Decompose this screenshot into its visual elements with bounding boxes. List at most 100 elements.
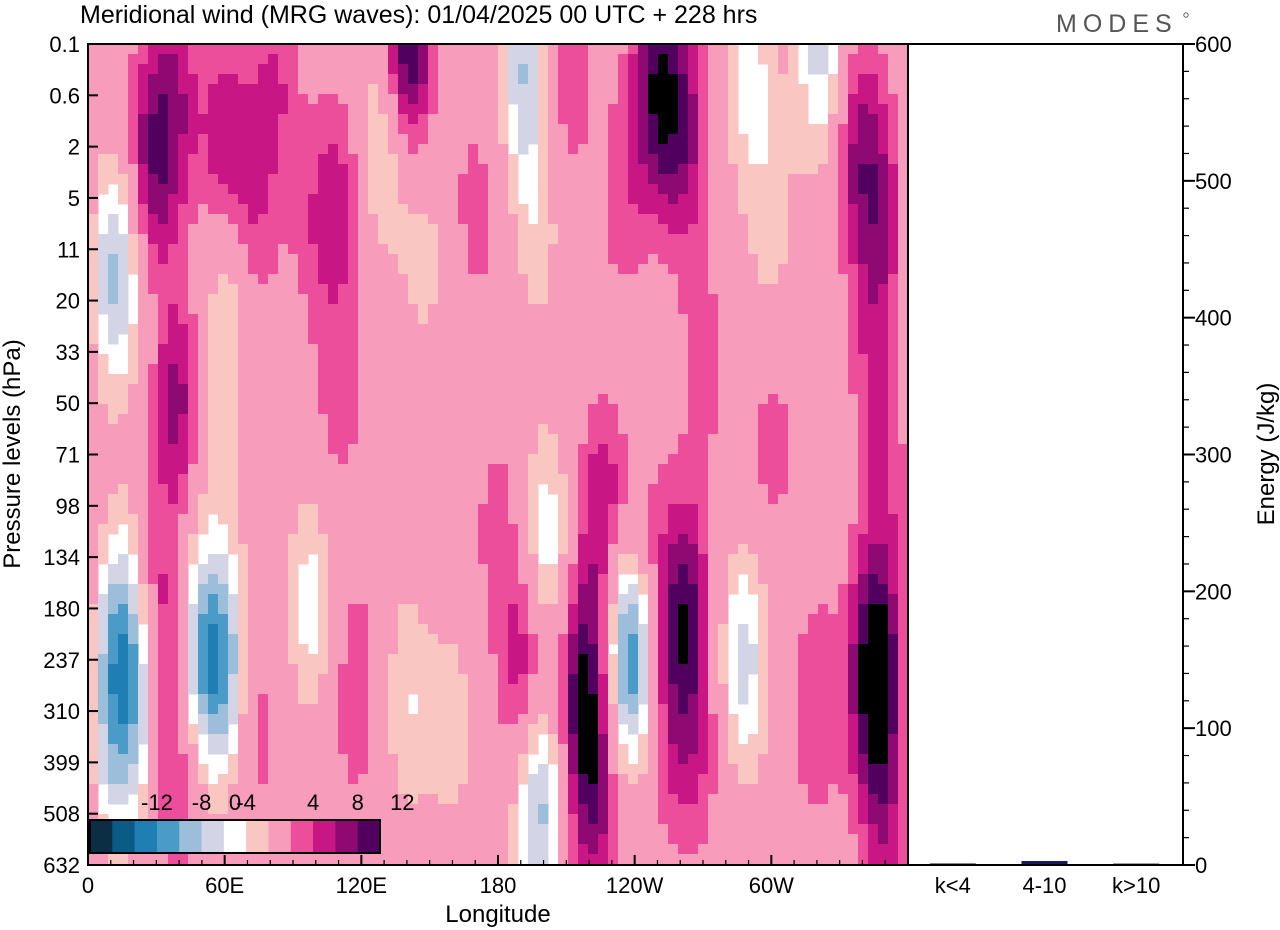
field-cell: [398, 94, 409, 105]
field-cell: [728, 394, 739, 405]
field-cell: [128, 614, 139, 625]
field-cell: [578, 644, 589, 655]
field-cell: [328, 354, 339, 365]
field-cell: [598, 484, 609, 495]
field-cell: [348, 424, 359, 435]
field-cell: [178, 604, 189, 615]
field-cell: [748, 454, 759, 465]
field-cell: [238, 154, 249, 165]
field-cell: [478, 624, 489, 635]
field-cell: [398, 614, 409, 625]
field-cell: [378, 114, 389, 125]
field-cell: [268, 594, 279, 605]
field-cell: [238, 634, 249, 645]
field-cell: [378, 604, 389, 615]
field-cell: [668, 454, 679, 465]
field-cell: [158, 164, 169, 175]
field-cell: [548, 174, 559, 185]
field-cell: [358, 264, 369, 275]
field-cell: [308, 544, 319, 555]
field-cell: [288, 584, 299, 595]
field-cell: [748, 424, 759, 435]
field-cell: [178, 104, 189, 115]
field-cell: [208, 434, 219, 445]
field-cell: [388, 314, 399, 325]
field-cell: [728, 474, 739, 485]
field-cell: [578, 464, 589, 475]
field-cell: [888, 104, 899, 115]
field-cell: [788, 644, 799, 655]
field-cell: [758, 284, 769, 295]
field-cell: [768, 394, 779, 405]
field-cell: [238, 124, 249, 135]
field-cell: [148, 294, 159, 305]
field-cell: [848, 384, 859, 395]
field-cell: [338, 454, 349, 465]
field-cell: [178, 644, 189, 655]
field-cell: [268, 324, 279, 335]
field-cell: [318, 544, 329, 555]
field-cell: [468, 544, 479, 555]
field-cell: [618, 164, 629, 175]
field-cell: [488, 284, 499, 295]
field-cell: [168, 314, 179, 325]
field-cell: [798, 94, 809, 105]
field-cell: [358, 144, 369, 155]
field-cell: [888, 314, 899, 325]
field-cell: [368, 174, 379, 185]
field-cell: [368, 324, 379, 335]
field-cell: [298, 644, 309, 655]
field-cell: [818, 564, 829, 575]
field-cell: [768, 554, 779, 565]
field-cell: [168, 454, 179, 465]
field-cell: [588, 374, 599, 385]
field-cell: [538, 344, 549, 355]
field-cell: [108, 644, 119, 655]
registered-mark-icon: [1183, 12, 1189, 18]
field-cell: [238, 54, 249, 65]
field-cell: [868, 364, 879, 375]
field-cell: [458, 184, 469, 195]
field-cell: [428, 274, 439, 285]
field-cell: [688, 444, 699, 455]
field-cell: [438, 604, 449, 615]
field-cell: [818, 184, 829, 195]
field-cell: [88, 494, 99, 505]
field-cell: [178, 94, 189, 105]
field-cell: [148, 434, 159, 445]
field-cell: [408, 384, 419, 395]
field-cell: [468, 214, 479, 225]
field-cell: [398, 214, 409, 225]
field-cell: [288, 304, 299, 315]
field-cell: [658, 224, 669, 235]
field-cell: [98, 614, 109, 625]
field-cell: [568, 414, 579, 425]
field-cell: [298, 244, 309, 255]
field-cell: [488, 184, 499, 195]
field-cell: [348, 184, 359, 195]
field-cell: [318, 334, 329, 345]
field-cell: [538, 564, 549, 575]
field-cell: [348, 404, 359, 415]
field-cell: [208, 364, 219, 375]
field-cell: [288, 644, 299, 655]
field-cell: [728, 264, 739, 275]
field-cell: [778, 554, 789, 565]
field-cell: [348, 244, 359, 255]
field-cell: [778, 54, 789, 65]
field-cell: [878, 604, 889, 615]
field-cell: [618, 564, 629, 575]
field-cell: [788, 234, 799, 245]
field-cell: [788, 94, 799, 105]
field-cell: [358, 234, 369, 245]
field-cell: [858, 194, 869, 205]
field-cell: [238, 104, 249, 115]
field-cell: [678, 464, 689, 475]
field-cell: [308, 314, 319, 325]
field-cell: [828, 464, 839, 475]
field-cell: [878, 554, 889, 565]
field-cell: [278, 544, 289, 555]
field-cell: [108, 674, 119, 685]
field-cell: [258, 444, 269, 455]
field-cell: [768, 294, 779, 305]
